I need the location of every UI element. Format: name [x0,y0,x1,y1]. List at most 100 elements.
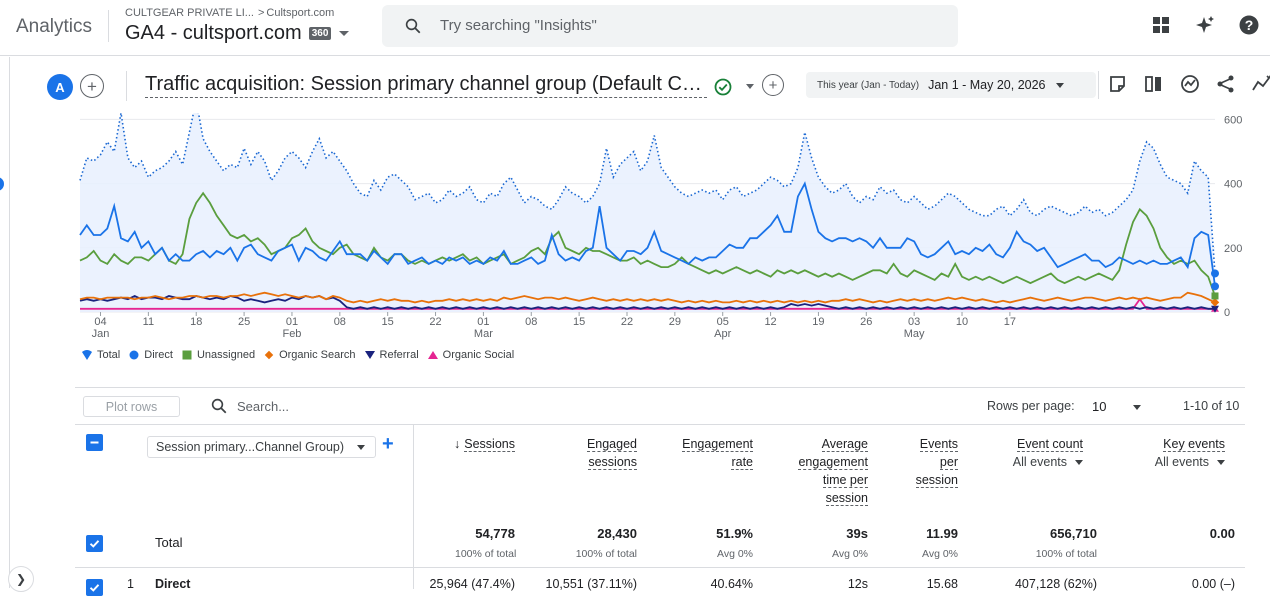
share-icon[interactable] [1215,73,1237,95]
row-avg-time: 12s [847,577,868,591]
legend-item-total[interactable]: Total [81,349,120,361]
chevron-down-icon [357,445,365,450]
app-name[interactable]: Analytics [16,16,93,37]
chevron-down-icon [1055,82,1064,88]
legend-marker-icon [427,351,438,359]
chevron-down-icon [339,31,350,36]
column-avg-engagement-time[interactable]: Average engagement time per session [788,435,868,507]
chevron-down-icon [1075,459,1083,465]
data-table: Plot rows Search... Rows per page: 10 1-… [75,387,1245,596]
y-tick-label: 0 [1224,307,1230,319]
series-end-marker-referral [1211,305,1219,313]
table-row[interactable]: 1 Direct 25,964 (47.4%) 10,551 (37.11%) … [75,569,1245,596]
plot-rows-button[interactable]: Plot rows [83,396,180,417]
column-key-events[interactable]: Key events All events [1125,435,1225,471]
divider [108,10,109,42]
search-icon [211,398,227,414]
rows-per-page-label: Rows per page: [987,399,1075,413]
x-tick-label: 10 [956,316,968,328]
legend-item-unassigned[interactable]: Unassigned [181,349,255,361]
column-engaged-sessions[interactable]: Engaged sessions [572,435,637,471]
value-sub: Avg 0% [832,548,868,560]
x-tick-label: 26 [860,316,872,328]
chevron-down-icon[interactable] [1133,405,1141,410]
nav-active-indicator[interactable] [0,177,4,191]
insights-icon[interactable] [1179,73,1201,95]
property-name: GA4 - cultsport.com [125,22,302,44]
legend-item-direct[interactable]: Direct [128,349,173,361]
add-dimension-button[interactable]: + [382,433,394,455]
totals-checkbox[interactable] [86,535,103,552]
legend-item-organic-search[interactable]: Organic Search [263,349,356,361]
series-line-unassigned[interactable] [79,191,1216,297]
column-engagement-rate[interactable]: Engagement rate [673,435,753,471]
column-events-per-session[interactable]: Events per session [908,435,958,489]
chevron-down-icon[interactable] [746,84,754,89]
pagination-info: 1-10 of 10 [1183,399,1240,413]
column-event-count[interactable]: Event count All events [983,435,1083,471]
y-tick-label: 400 [1224,179,1242,191]
series-line-organic-social[interactable] [80,297,1215,310]
total-label: Total [155,535,183,550]
series-line-organic-search[interactable] [79,291,1216,304]
sparkle-icon[interactable] [1194,14,1216,36]
add-comparison-button[interactable]: + [80,74,104,98]
expand-nav-button[interactable]: ❯ [8,566,34,592]
legend-label: Organic Social [442,349,515,361]
value: 11.99 [926,526,958,541]
total-events-per-session: 11.99 Avg 0% [888,526,958,560]
column-title: Key events [1163,437,1225,452]
add-icon[interactable]: + [762,74,784,96]
series-line-total[interactable] [79,113,1216,274]
key-event-filter[interactable]: All events [1125,453,1225,471]
series-end-marker-organic-search [1210,298,1220,307]
table-search-input[interactable]: Search... [237,399,290,414]
notes-icon[interactable] [1107,73,1129,95]
y-tick-label: 600 [1224,114,1242,126]
x-tick-label: 25 [238,316,250,328]
value: 656,710 [1050,526,1097,541]
comparison-avatar[interactable]: A [47,74,73,100]
x-tick-label: 19 [812,316,824,328]
compare-icon[interactable] [1143,73,1165,95]
series-line-referral[interactable] [79,295,1215,310]
search-placeholder: Try searching "Insights" [440,17,597,34]
help-icon[interactable]: ? [1238,14,1260,36]
rows-per-page-select[interactable]: 10 [1092,399,1107,414]
total-engagement-rate: 51.9% Avg 0% [683,526,753,560]
total-key-events: 0.00 [1145,526,1235,541]
dimension-selector[interactable]: Session primary...Channel Group) [147,436,376,458]
check-circle-icon[interactable] [711,75,735,99]
column-divider [413,425,414,589]
chart-legend: Total Direct Unassigned Organic Search Refer… [81,349,522,361]
event-filter[interactable]: All events [983,453,1083,471]
row-events-per: 15.68 [926,577,958,591]
apps-grid-icon[interactable] [1150,14,1172,36]
column-sessions[interactable]: ↓ Sessions [435,435,515,453]
svg-text:?: ? [1245,17,1254,33]
explore-trend-icon[interactable] [1251,73,1270,95]
column-title: Events per session [915,437,958,488]
row-event-count: 407,128 (62%) [1014,577,1097,591]
row-channel[interactable]: Direct [155,577,191,591]
series-line-direct[interactable] [79,181,1216,287]
search-icon [405,18,421,34]
select-all-checkbox[interactable] [86,434,103,451]
property-selector[interactable]: GA4 - cultsport.com 360 [125,22,350,45]
date-range-picker[interactable]: This year (Jan - Today) Jan 1 - May 20, … [806,72,1096,98]
x-tick-label: 22 [621,316,633,328]
legend-item-organic-social[interactable]: Organic Social [427,349,515,361]
value-sub: 100% of total [575,548,637,560]
global-search[interactable]: Try searching "Insights" [382,5,958,47]
date-preset: This year (Jan - Today) [817,79,920,91]
row-key-events: 0.00 (–) [1191,577,1235,591]
legend-item-referral[interactable]: Referral [364,349,419,361]
top-actions: ? [1150,14,1260,36]
value-sub: 100% of total [455,548,517,560]
series-end-marker-direct [1211,282,1219,291]
account-breadcrumb[interactable]: CULTGEAR PRIVATE LI... > Cultsport.com [125,7,334,19]
x-tick-label: 15 [573,316,585,328]
legend-label: Direct [144,349,173,361]
breadcrumb-separator: > [257,7,265,19]
report-title[interactable]: Traffic acquisition: Session primary cha… [145,73,707,98]
